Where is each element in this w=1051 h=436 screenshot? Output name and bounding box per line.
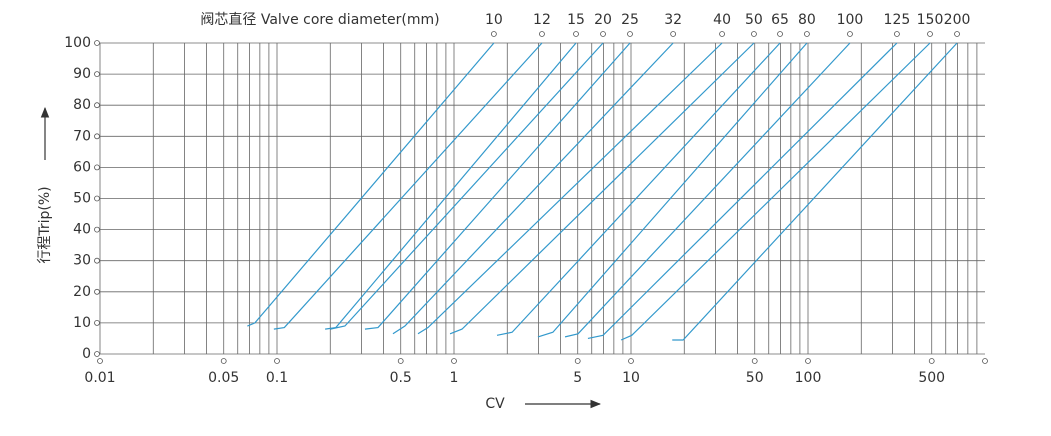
x-tick-mark <box>451 358 457 364</box>
curve <box>449 42 755 335</box>
diameter-marker <box>777 31 783 37</box>
x-end-marker <box>982 358 988 364</box>
y-tick-label: 0 <box>82 346 91 362</box>
y-tick-mark <box>94 226 100 233</box>
x-tick-label: 1 <box>450 370 459 386</box>
diameter-label: 200 <box>944 12 971 28</box>
diameter-marker <box>927 31 933 37</box>
diameter-label: 100 <box>837 12 864 28</box>
diameter-label: 20 <box>594 12 612 28</box>
diameter-marker <box>539 31 545 37</box>
chart-title: 阀芯直径 Valve core diameter(mm) <box>200 11 439 28</box>
x-tick-mark <box>751 358 758 364</box>
diameter-label: 32 <box>664 12 682 28</box>
diameter-label: 12 <box>533 12 551 28</box>
x-tick-mark <box>574 358 581 364</box>
y-axis-label: 行程Trip(%) <box>37 186 53 263</box>
x-axis-label: CV <box>485 396 505 412</box>
x-tick-mark <box>274 358 280 364</box>
y-tick-label: 80 <box>73 97 91 113</box>
curve <box>496 42 781 336</box>
x-tick-label: 5 <box>573 370 582 386</box>
x-tick-mark <box>220 358 227 364</box>
y-tick-mark <box>94 351 100 357</box>
diameter-label: 10 <box>485 12 503 28</box>
x-tick-mark <box>928 358 935 364</box>
diameter-label: 150 <box>917 12 944 28</box>
y-tick-label: 100 <box>64 35 91 51</box>
x-tick-mark <box>97 358 103 364</box>
diameter-marker <box>719 31 725 37</box>
diameter-marker <box>894 31 900 37</box>
diameter-marker <box>804 31 810 37</box>
diameter-label: 15 <box>567 12 585 28</box>
y-tick-mark <box>94 71 100 77</box>
diameter-label: 125 <box>884 12 911 28</box>
x-tick-mark <box>805 358 811 364</box>
diameter-marker <box>627 31 633 37</box>
diameter-marker <box>751 31 757 37</box>
diameter-label: 80 <box>798 12 816 28</box>
curve <box>392 42 674 335</box>
y-tick-label: 50 <box>73 191 91 207</box>
diameter-marker <box>573 31 579 37</box>
x-tick-label: 100 <box>795 370 822 386</box>
diameter-marker <box>847 31 853 37</box>
y-tick-label: 20 <box>73 284 91 300</box>
y-tick-mark <box>94 133 100 140</box>
diameter-marker <box>600 31 606 37</box>
y-tick-label: 70 <box>73 128 91 144</box>
x-tick-label: 500 <box>918 370 945 386</box>
diameter-marker <box>670 31 677 37</box>
y-tick-label: 30 <box>73 253 91 269</box>
y-tick-mark <box>94 40 100 46</box>
curve <box>330 42 604 330</box>
x-tick-label: 50 <box>746 370 764 386</box>
x-tick-label: 0.01 <box>84 370 115 386</box>
y-tick-label: 40 <box>73 222 91 238</box>
diameter-label: 25 <box>621 12 639 28</box>
y-tick-label: 90 <box>73 66 91 82</box>
curve <box>564 42 851 338</box>
y-tick-label: 10 <box>73 315 91 331</box>
diameter-label: 65 <box>771 12 789 28</box>
y-tick-label: 60 <box>73 159 91 175</box>
curve <box>273 42 543 330</box>
diameter-label: 40 <box>713 12 731 28</box>
diameter-marker <box>954 31 960 37</box>
curve <box>587 42 898 340</box>
curve <box>247 42 495 327</box>
y-tick-mark <box>94 288 100 295</box>
x-tick-label: 10 <box>622 370 640 386</box>
curve <box>364 42 631 330</box>
curve <box>620 42 931 341</box>
curve <box>672 42 958 341</box>
y-tick-mark <box>94 164 100 171</box>
x-tick-label: 0.05 <box>208 370 239 386</box>
curve <box>537 42 808 338</box>
diameter-marker <box>490 31 497 37</box>
diameter-label: 50 <box>745 12 763 28</box>
x-tick-label: 0.1 <box>266 370 288 386</box>
x-tick-label: 0.5 <box>390 370 412 386</box>
y-tick-mark <box>94 195 100 202</box>
x-tick-mark <box>628 358 634 364</box>
y-tick-mark <box>94 319 100 326</box>
curve <box>417 42 723 335</box>
y-tick-mark <box>94 102 100 109</box>
y-tick-mark <box>94 257 100 264</box>
x-tick-mark <box>397 358 404 364</box>
